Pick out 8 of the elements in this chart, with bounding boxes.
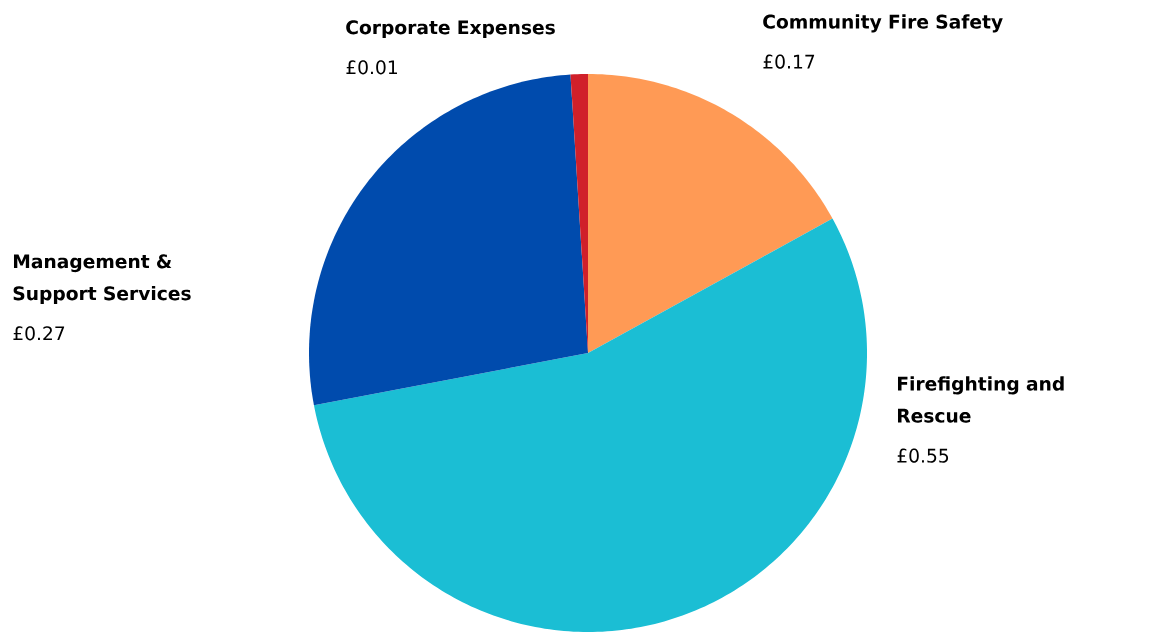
slice-label: Management & Support Services <box>13 254 191 305</box>
data-label: £0.27 <box>13 326 65 341</box>
slice-label: Firefighting and Rescue <box>897 376 1064 423</box>
data-label: £0.17 <box>763 54 815 69</box>
data-label: £0.01 <box>346 60 397 75</box>
slice-label: Corporate Expenses <box>346 20 555 39</box>
data-label: £0.55 <box>897 448 949 463</box>
slice-label: Community Fire Safety <box>763 14 1003 33</box>
